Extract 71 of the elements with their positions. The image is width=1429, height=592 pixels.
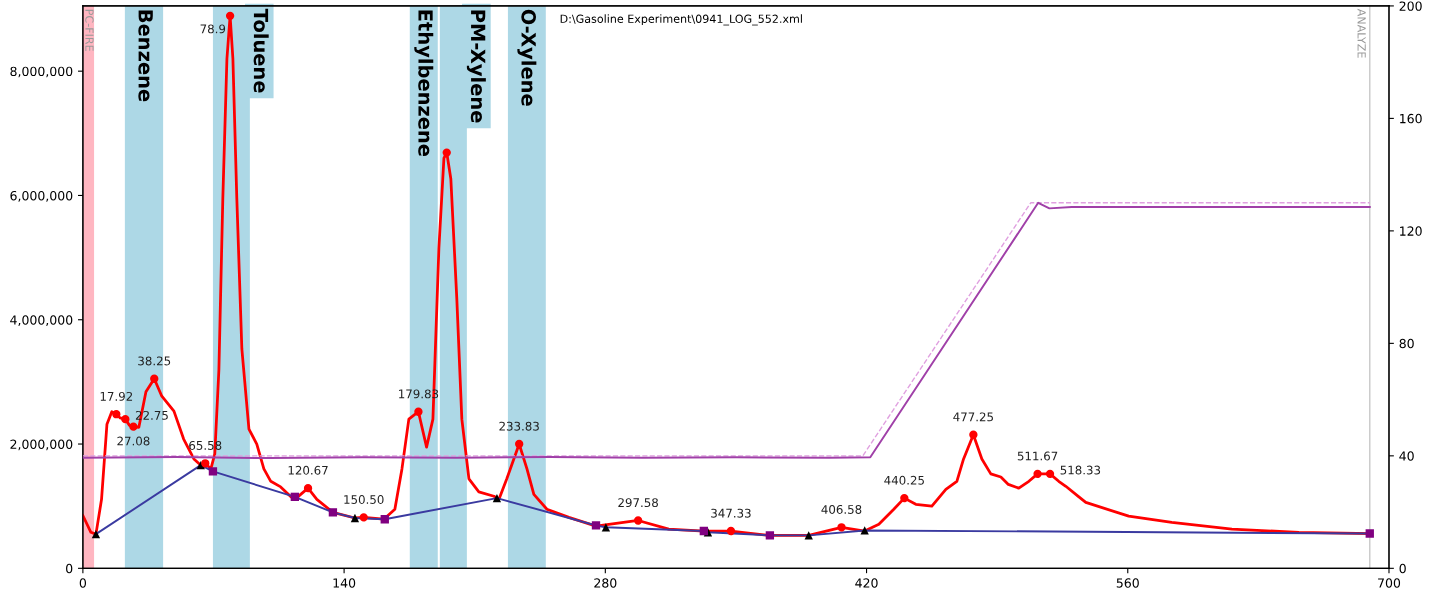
annotation: D:\Gasoline Experiment\0941_LOG_552.xml (560, 14, 802, 26)
annotation: 477.25 (953, 412, 993, 422)
y2-tick-label: 120 (1400, 226, 1422, 236)
point (804, 531, 813, 540)
point (129, 422, 138, 431)
band-label: Benzene (138, 10, 153, 102)
point (1365, 529, 1374, 538)
point (112, 410, 121, 419)
point (290, 492, 300, 502)
point (303, 483, 313, 493)
x-tick-label: 700 (1378, 578, 1401, 588)
y2-tick-label: 40 (1399, 451, 1414, 461)
band-label: O-Xylene (517, 9, 537, 106)
band-label: Ethylbenzene (414, 10, 434, 157)
point (121, 415, 130, 424)
ref-line-label: ANALYZE (1357, 8, 1366, 58)
point (900, 493, 909, 503)
annotation: 406.58 (821, 504, 862, 514)
y-tick-label: 6,000,000 (10, 190, 73, 202)
band-label: PC-FIRE (85, 9, 94, 51)
annotation: 511.67 (1017, 451, 1058, 461)
point (1045, 469, 1055, 479)
y-tick-label: 2,000,000 (10, 439, 73, 451)
y2-tick-label: 80 (1399, 338, 1414, 349)
x-tick-label: 560 (1116, 578, 1139, 588)
annotation: 17.92 (100, 391, 133, 401)
point (414, 407, 423, 416)
point (1033, 469, 1042, 479)
point (601, 523, 611, 532)
y-tick-label: 0 (66, 563, 73, 574)
annotation: 27.08 (117, 436, 150, 446)
point (150, 374, 159, 383)
annotation: 120.67 (288, 465, 328, 475)
point (380, 515, 389, 524)
band-label: Toluene (253, 8, 269, 93)
annotation: 347.33 (711, 508, 751, 518)
point (350, 513, 360, 523)
point (633, 516, 643, 525)
band-label: PM-Xylene (466, 10, 486, 123)
annotation: 233.83 (499, 421, 539, 431)
point (201, 459, 210, 468)
point (492, 493, 502, 503)
point (208, 467, 218, 476)
annotation: 518.33 (1060, 465, 1101, 475)
point (726, 526, 736, 536)
x-tick-label: 0 (79, 578, 87, 588)
point (442, 148, 451, 157)
point (359, 513, 368, 522)
y2-tick-label: 160 (1400, 113, 1422, 124)
annotation: 38.25 (138, 356, 171, 366)
point (699, 526, 709, 536)
point (225, 11, 235, 21)
annotation: 297.58 (618, 498, 658, 508)
x-tick-label: 280 (594, 578, 617, 588)
point (765, 531, 775, 540)
point (969, 430, 978, 439)
point (591, 521, 601, 530)
annotation: 78.9 (200, 24, 226, 34)
point (91, 529, 101, 539)
x-tick-label: 140 (333, 578, 356, 588)
annotation: 440.25 (884, 475, 924, 485)
point (328, 508, 338, 517)
x-tick-label: 420 (855, 578, 878, 588)
point (860, 526, 869, 535)
annotation: 150.50 (344, 495, 384, 504)
y2-tick-label: 200 (1399, 1, 1422, 11)
point (515, 439, 524, 449)
y2-tick-label: 0 (1399, 563, 1406, 574)
point (837, 523, 846, 532)
y-tick-label: 4,000,000 (10, 315, 73, 326)
y-tick-label: 8,000,000 (10, 66, 73, 78)
